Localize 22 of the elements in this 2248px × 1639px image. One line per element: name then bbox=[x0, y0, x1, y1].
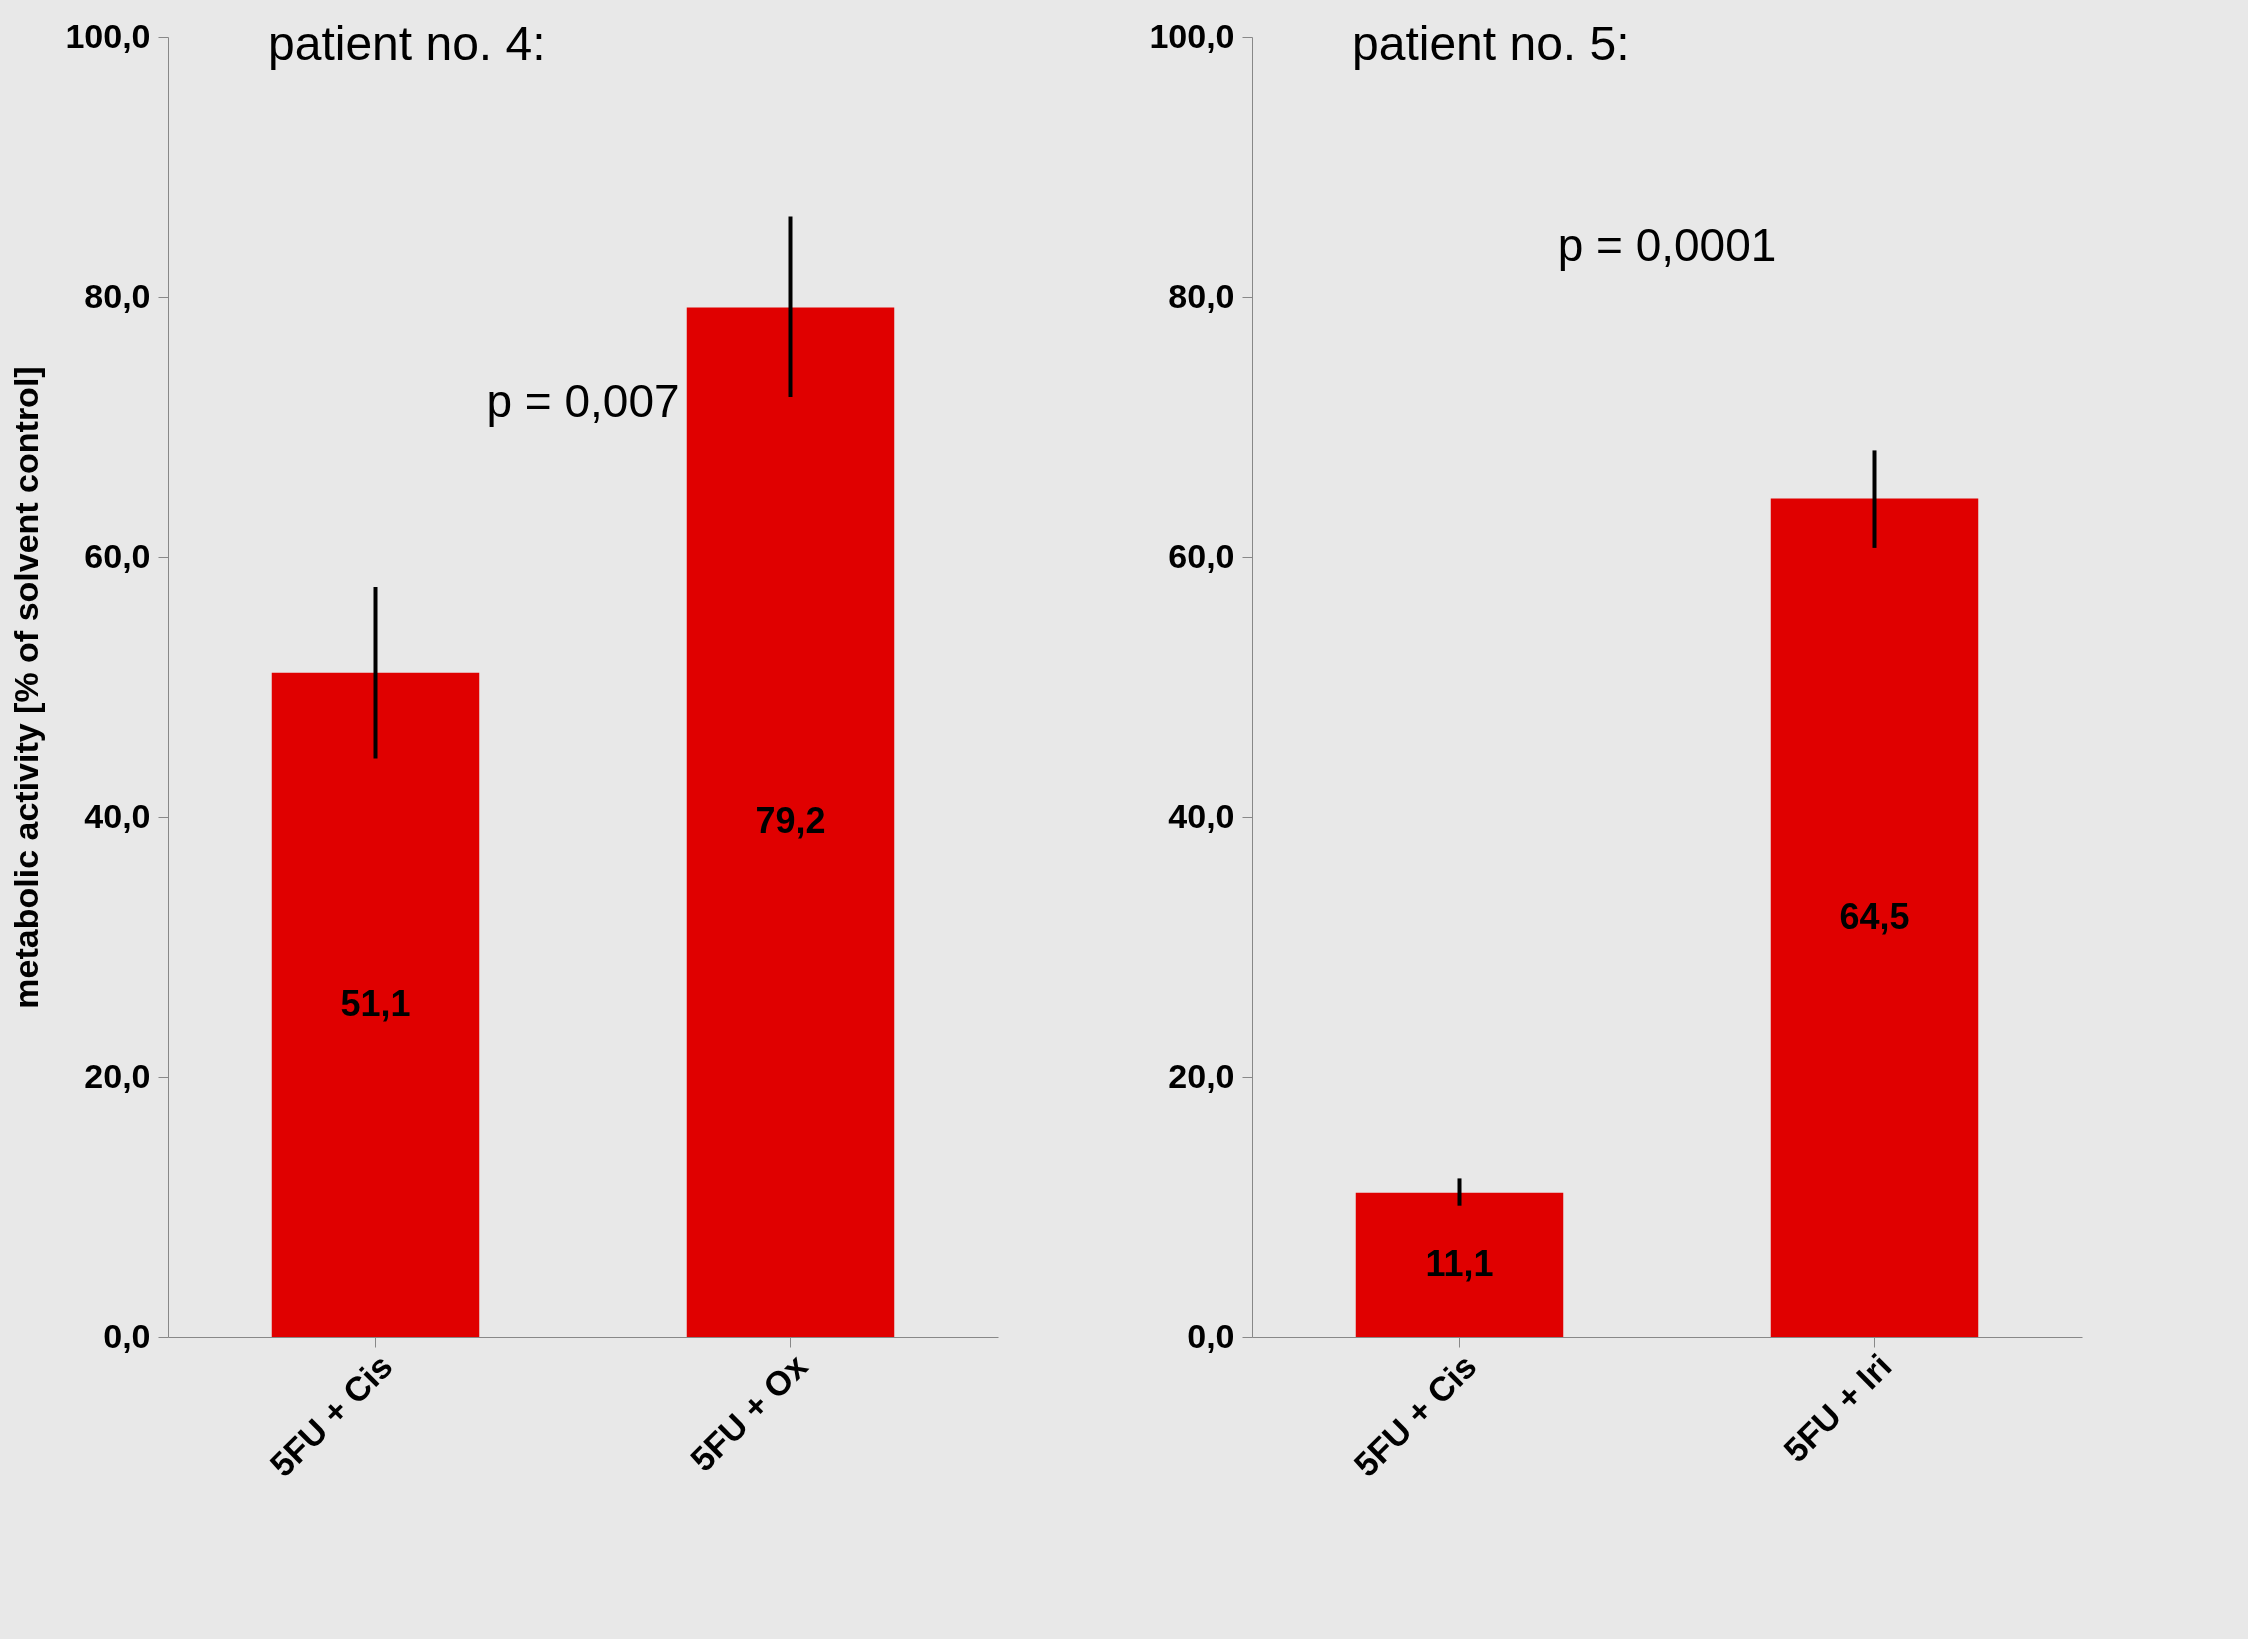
y-tick-label: 20,0 bbox=[84, 1056, 151, 1095]
y-tick-label: 40,0 bbox=[84, 796, 151, 835]
y-tick-label: 0,0 bbox=[103, 1316, 151, 1355]
data-label: 51,1 bbox=[340, 982, 411, 1024]
y-tick-label: 100,0 bbox=[65, 16, 151, 55]
y-tick-label: 100,0 bbox=[1149, 16, 1235, 55]
annotation: p = 0,007 bbox=[486, 375, 680, 427]
y-tick-label: 60,0 bbox=[1168, 536, 1235, 575]
chart-title: patient no. 5: bbox=[1352, 17, 1630, 70]
y-tick-label: 60,0 bbox=[84, 536, 151, 575]
data-label: 79,2 bbox=[755, 800, 826, 842]
x-tick-label: 5FU + Ox bbox=[682, 1346, 815, 1479]
chart-title: patient no. 4: bbox=[268, 17, 546, 70]
y-tick-label: 20,0 bbox=[1168, 1056, 1235, 1095]
y-tick-label: 80,0 bbox=[1168, 276, 1235, 315]
data-label: 11,1 bbox=[1425, 1242, 1494, 1284]
data-label: 64,5 bbox=[1839, 895, 1910, 937]
y-axis-title: metabolic activity [% of solvent control] bbox=[7, 366, 46, 1009]
y-tick-label: 0,0 bbox=[1187, 1316, 1235, 1355]
y-tick-label: 80,0 bbox=[84, 276, 151, 315]
annotation: p = 0,0001 bbox=[1557, 219, 1777, 271]
y-tick-label: 40,0 bbox=[1168, 796, 1235, 835]
